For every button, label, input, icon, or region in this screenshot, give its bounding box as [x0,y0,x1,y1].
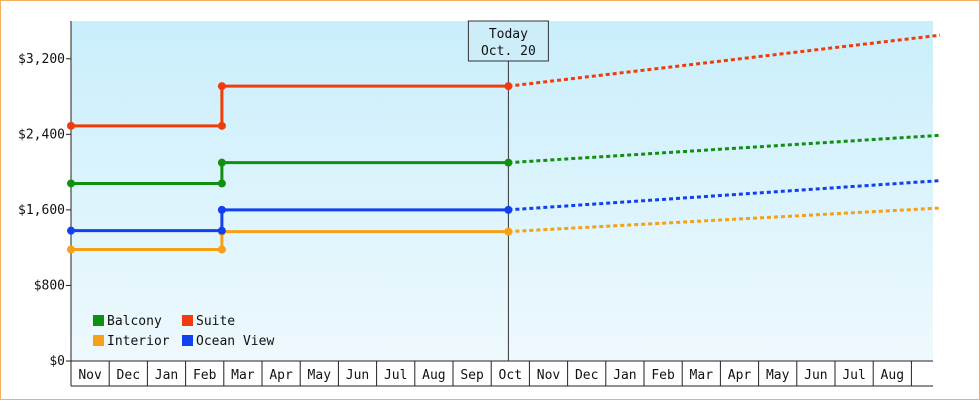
y-tick-label: $1,600 [18,203,65,218]
x-tick-label: Feb [651,368,675,383]
interior-forecast-line [508,206,941,234]
ocean-view-point [67,226,75,235]
balcony-point [217,158,226,167]
x-tick-label: Oct [499,368,522,383]
x-tick-label: Apr [269,368,293,383]
x-tick-label: Jul [842,368,865,383]
ocean-view-legend-swatch [182,335,193,346]
x-tick-label: Jun [804,368,827,383]
y-tick-label: $0 [49,354,65,369]
x-tick-label: Jan [155,368,178,383]
x-tick-label: Sep [460,368,484,383]
ocean-view-legend-label: Ocean View [196,334,274,349]
ocean-view-history-line [71,208,509,233]
x-tick-label: Jun [346,368,369,383]
ocean-view-forecast-line [508,179,941,212]
balcony-legend-label: Balcony [107,314,162,329]
today-date: Oct. 20 [481,44,536,59]
x-tick-label: Dec [117,368,140,383]
balcony-point [67,179,75,188]
ocean-view-point [504,205,513,214]
x-tick-label: Aug [422,368,445,383]
suite-point [217,121,226,130]
suite-point [504,82,513,91]
x-tick-label: Jul [384,368,407,383]
x-tick-label: Feb [193,368,217,383]
y-tick-label: $3,200 [18,52,65,67]
x-tick-label: May [308,368,332,383]
x-tick-label: Nov [537,368,561,383]
x-tick-label: Mar [690,368,714,383]
today-label: Today [489,27,528,42]
interior-history-line [71,230,509,252]
x-tick-label: May [766,368,790,383]
interior-point [67,245,75,254]
suite-forecast-line [508,33,941,88]
y-tick-label: $800 [34,278,65,293]
x-tick-label: Nov [78,368,102,383]
balcony-history-line [71,161,509,185]
y-tick-label: $2,400 [18,127,65,142]
x-tick-label: Dec [575,368,598,383]
interior-legend-label: Interior [107,334,170,349]
interior-point [504,227,513,236]
balcony-legend-swatch [93,315,104,326]
interior-legend-swatch [93,335,104,346]
suite-legend-label: Suite [196,314,235,329]
interior-point [217,245,226,254]
x-tick-label: Apr [728,368,752,383]
today-box [467,20,549,62]
x-tick-label: Aug [881,368,904,383]
x-tick-label: Jan [613,368,636,383]
balcony-forecast-line [508,133,941,165]
suite-legend-swatch [182,315,193,326]
suite-point [67,121,75,130]
suite-point [217,82,226,91]
suite-history-line [71,84,509,128]
balcony-point [504,158,513,167]
ocean-view-point [217,226,226,235]
balcony-point [217,179,226,188]
ocean-view-point [217,205,226,214]
x-tick-label: Mar [231,368,255,383]
